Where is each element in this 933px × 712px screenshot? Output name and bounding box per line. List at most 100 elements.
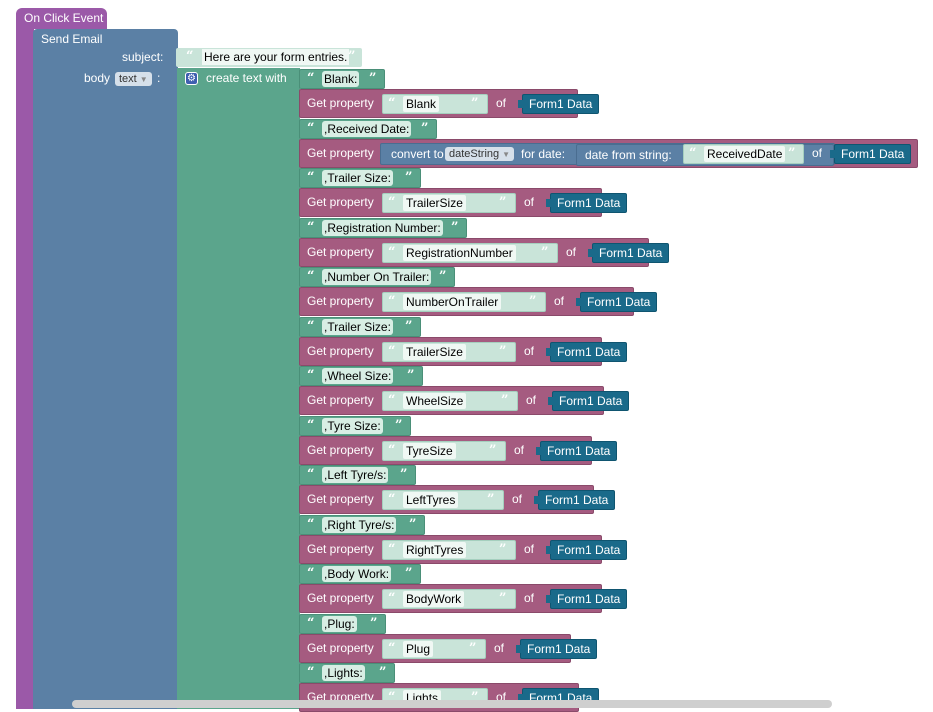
property-name-block[interactable]: “ TyreSize ” xyxy=(382,440,506,461)
text-string-block[interactable]: “ ,Wheel Size: ” xyxy=(299,366,423,386)
text-string-value[interactable]: ,Right Tyre/s: xyxy=(322,516,397,533)
get-property-block[interactable]: Get property “ RegistrationNumber ” of Form1 … xyxy=(299,237,670,267)
property-name-value[interactable]: LeftTyres xyxy=(403,492,459,508)
form-data-block[interactable]: Form1 Data xyxy=(829,143,912,164)
text-string-block[interactable]: “ Blank: ” xyxy=(299,69,385,89)
subject-text-field[interactable]: Here are your form entries. xyxy=(202,49,350,65)
property-name-block[interactable]: “ Plug ” xyxy=(382,638,486,659)
text-string-value[interactable]: Blank: xyxy=(322,71,360,87)
property-name-block[interactable]: “ TrailerSize ” xyxy=(382,341,516,362)
property-name-block[interactable]: “ RightTyres ” xyxy=(382,539,516,560)
quote-icon: ” xyxy=(370,615,378,631)
form-data-block[interactable]: Form1 Data xyxy=(533,490,616,510)
get-property-block[interactable]: Get property convert to dateString ▼ for dat… xyxy=(299,138,918,168)
text-string-block[interactable]: “ ,Plug: ” xyxy=(299,613,386,634)
get-property-block[interactable]: Get property “ TyreSize ” of Form1 Data xyxy=(299,435,618,465)
subject-text-block[interactable]: “ Here are your form entries. ” xyxy=(176,48,362,67)
property-name-block[interactable]: “ NumberOnTrailer ” xyxy=(382,292,546,312)
text-string-value[interactable]: ,Tyre Size: xyxy=(322,417,383,434)
text-string-value[interactable]: ,Plug: xyxy=(322,615,357,632)
quote-icon: “ xyxy=(307,269,315,284)
of-label: of xyxy=(554,294,565,308)
send-email-block[interactable]: Send Email subject: body text ▼ : xyxy=(33,29,178,709)
get-property-block[interactable]: Get property “ NumberOnTrailer ” of Form1 Dat… xyxy=(299,287,658,316)
get-property-block[interactable]: Get property “ WheelSize ” of Form1 Data xyxy=(299,386,630,415)
text-string-block[interactable]: “ ,Right Tyre/s: ” xyxy=(299,514,425,535)
property-name-block[interactable]: “ Blank ” xyxy=(382,94,488,114)
text-string-value[interactable]: ,Wheel Size: xyxy=(322,368,394,384)
of-label: of xyxy=(524,195,535,209)
get-property-block[interactable]: Get property “ BodyWork ” of Form1 Data xyxy=(299,584,628,613)
form-data-block[interactable]: Form1 Data xyxy=(545,539,628,560)
property-name-block[interactable]: “ BodyWork ” xyxy=(382,589,516,609)
text-string-value[interactable]: ,Received Date: xyxy=(322,120,412,137)
create-text-with-block[interactable]: ⚙ create text with xyxy=(177,68,300,709)
quote-icon: “ xyxy=(307,665,315,680)
form-data-block[interactable]: Form1 Data xyxy=(575,292,658,312)
property-name-value[interactable]: RegistrationNumber xyxy=(403,244,516,261)
body-type-dropdown[interactable]: text ▼ xyxy=(115,72,152,86)
quote-icon: ” xyxy=(788,145,796,161)
get-property-block[interactable]: Get property “ Blank ” of Form1 Data xyxy=(299,89,600,118)
date-format-dropdown[interactable]: dateString ▼ xyxy=(445,146,515,161)
text-string-value[interactable]: ,Left Tyre/s: xyxy=(322,467,389,483)
property-name-value[interactable]: Blank xyxy=(403,96,440,112)
property-name-value[interactable]: RightTyres xyxy=(403,541,467,558)
of-label: of xyxy=(524,541,535,556)
form-data-block[interactable]: Form1 Data xyxy=(545,341,628,362)
property-name-value[interactable]: TrailerSize xyxy=(403,195,466,211)
form-data-block[interactable]: Form1 Data xyxy=(587,242,670,263)
property-name-value[interactable]: TrailerSize xyxy=(403,343,466,360)
get-property-block[interactable]: Get property “ TrailerSize ” of Form1 Data xyxy=(299,188,628,217)
property-name-value[interactable]: NumberOnTrailer xyxy=(403,294,502,310)
get-property-block[interactable]: Get property “ TrailerSize ” of Form1 Data xyxy=(299,336,628,366)
form-data-block[interactable]: Form1 Data xyxy=(547,391,630,411)
property-name-value[interactable]: TyreSize xyxy=(403,442,456,459)
property-name-block[interactable]: “ WheelSize ” xyxy=(382,391,518,411)
quote-icon: ” xyxy=(405,318,413,334)
text-string-block[interactable]: “ ,Tyre Size: ” xyxy=(299,415,411,436)
text-string-value[interactable]: ,Trailer Size: xyxy=(322,170,393,186)
property-name-block[interactable]: “ TrailerSize ” xyxy=(382,193,516,213)
property-name-value[interactable]: ReceivedDate xyxy=(704,145,786,162)
quote-icon: “ xyxy=(388,195,396,210)
get-property-block[interactable]: Get property “ RightTyres ” of Form1 Data xyxy=(299,534,628,564)
quote-icon: ” xyxy=(409,516,417,532)
form-data-block[interactable]: Form1 Data xyxy=(545,589,628,609)
gear-icon[interactable]: ⚙ xyxy=(185,72,198,85)
property-name-block[interactable]: “ ReceivedDate” xyxy=(683,143,804,164)
text-string-block[interactable]: “ ,Trailer Size: ” xyxy=(299,168,421,188)
quote-icon: ” xyxy=(499,195,507,210)
text-string-value[interactable]: ,Body Work: xyxy=(322,566,392,582)
text-string-value[interactable]: ,Registration Number: xyxy=(322,219,443,236)
property-name-block[interactable]: “ RegistrationNumber ” xyxy=(382,242,558,263)
on-click-event-block[interactable]: On Click Event xyxy=(16,8,107,29)
text-string-block[interactable]: “ ,Received Date: ” xyxy=(299,118,437,139)
property-name-value[interactable]: BodyWork xyxy=(403,591,465,607)
text-string-value[interactable]: ,Lights: xyxy=(322,665,365,681)
of-label: of xyxy=(496,690,507,704)
get-property-block[interactable]: Get property “ LeftTyres ” of Form1 Data xyxy=(299,485,616,514)
text-string-block[interactable]: “ ,Lights: ” xyxy=(299,663,395,683)
quote-icon: ” xyxy=(348,49,356,64)
form-data-block[interactable]: Form1 Data xyxy=(517,94,600,114)
horizontal-scrollbar[interactable] xyxy=(72,700,832,708)
text-string-block[interactable]: “ ,Trailer Size: ” xyxy=(299,316,421,337)
form-data-block[interactable]: Form1 Data xyxy=(515,638,598,659)
quote-icon: ” xyxy=(405,566,413,581)
property-name-block[interactable]: “ LeftTyres ” xyxy=(382,490,504,510)
form-data-block[interactable]: Form1 Data xyxy=(545,193,628,213)
text-string-block[interactable]: “ ,Registration Number: ” xyxy=(299,217,467,238)
text-string-value[interactable]: ,Trailer Size: xyxy=(322,318,393,335)
text-string-block[interactable]: “ ,Body Work: ” xyxy=(299,564,421,584)
quote-icon: ” xyxy=(369,71,377,86)
text-string-value[interactable]: ,Number On Trailer: xyxy=(322,269,432,285)
text-string-block[interactable]: “ ,Number On Trailer: ” xyxy=(299,267,455,287)
get-property-block[interactable]: Get property “ Plug ” of Form1 Data xyxy=(299,633,598,663)
of-label: of xyxy=(524,591,535,605)
text-string-block[interactable]: “ ,Left Tyre/s: ” xyxy=(299,465,416,485)
quote-icon: ” xyxy=(451,219,459,235)
form-data-block[interactable]: Form1 Data xyxy=(535,440,618,461)
property-name-value[interactable]: WheelSize xyxy=(403,393,467,409)
property-name-value[interactable]: Plug xyxy=(403,640,434,657)
